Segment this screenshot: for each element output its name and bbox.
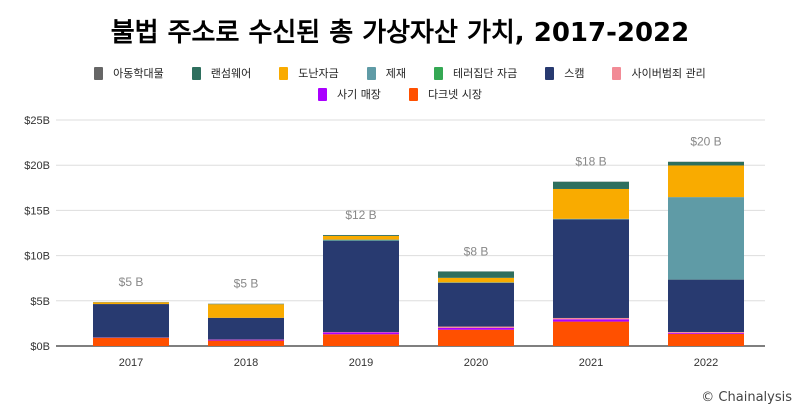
bar-segment <box>323 235 399 240</box>
legend-item: 사기 매장 <box>317 86 381 102</box>
x-tick-label: 2020 <box>464 357 488 369</box>
bar-segment <box>553 321 629 346</box>
y-tick-label: $10B <box>24 251 50 263</box>
bar-segment <box>93 337 169 346</box>
legend-swatch <box>408 87 418 101</box>
legend-item: 사이버범죄 관리 <box>612 65 706 81</box>
bar-segment <box>668 333 744 346</box>
bar-segment <box>323 235 399 236</box>
legend-label: 테러집단 자금 <box>453 67 518 80</box>
bar-segment <box>438 271 514 278</box>
bar-segment <box>668 331 744 333</box>
bar-segment <box>438 326 514 328</box>
legend-label: 도난자금 <box>298 67 339 80</box>
bar-segment <box>323 332 399 335</box>
bar-segment <box>323 240 399 332</box>
bar-segment <box>93 302 169 305</box>
legend-swatch <box>317 87 327 101</box>
bar-segment <box>438 327 514 330</box>
legend-row-1: 아동학대물 랜섬웨어 도난자금 제재 테러집단 자금 스캠 사이버범죄 관리 <box>0 65 800 81</box>
total-label: $12 B <box>345 208 376 222</box>
bar-segment <box>668 332 744 334</box>
legend-swatch <box>545 66 555 80</box>
chart-title: 불법 주소로 수신된 총 가상자산 가치, 2017-2022 <box>110 18 690 48</box>
bar-segment <box>438 329 514 346</box>
legend-label: 사이버범죄 관리 <box>631 67 706 80</box>
x-tick-label: 2018 <box>234 357 258 369</box>
legend-item: 제재 <box>366 65 406 81</box>
legend-item: 도난자금 <box>279 65 339 81</box>
legend-label: 아동학대물 <box>113 67 164 80</box>
bar-segment <box>668 279 744 332</box>
y-tick-label: $15B <box>24 205 50 217</box>
bar-segment <box>208 339 284 341</box>
total-label: $18 B <box>575 155 606 169</box>
y-tick-label: $0B <box>30 341 50 353</box>
x-tick-label: 2019 <box>349 357 373 369</box>
x-tick-label: 2022 <box>694 357 718 369</box>
legend-row-2: 사기 매장 다크넷 시장 <box>0 86 800 102</box>
x-tick-label: 2017 <box>119 357 143 369</box>
bar-segment <box>553 188 629 219</box>
total-label: $5 B <box>234 277 259 291</box>
bar-segment <box>553 219 629 318</box>
y-tick-label: $25B <box>24 115 50 127</box>
total-label: $5 B <box>119 275 144 289</box>
legend-swatch <box>434 66 443 80</box>
bar-segment <box>438 277 514 283</box>
bar-segment <box>323 334 399 346</box>
bar-segment <box>208 304 284 318</box>
legend-label: 사기 매장 <box>336 88 381 101</box>
bar-segment <box>438 282 514 327</box>
legend-item: 스캠 <box>545 65 584 81</box>
bar-segment <box>668 165 744 198</box>
legend-swatch <box>366 66 376 80</box>
bar-segment <box>208 340 284 346</box>
bar-segment <box>93 304 169 338</box>
legend-swatch <box>191 66 201 80</box>
bar-segment <box>208 317 284 340</box>
legend-label: 다크넷 시장 <box>427 88 483 101</box>
legend-label: 스캠 <box>564 67 585 80</box>
x-tick-label: 2021 <box>579 357 603 369</box>
legend-label: 랜섬웨어 <box>210 67 252 80</box>
bar-segment <box>668 197 744 280</box>
legend-swatch <box>279 66 289 80</box>
bar-segment <box>668 161 744 166</box>
bar-segment <box>553 319 629 322</box>
total-label: $20 B <box>690 135 721 149</box>
legend-item: 다크넷 시장 <box>408 86 483 102</box>
chainalysis-logo: © Chainalysis <box>701 390 792 405</box>
y-tick-label: $5B <box>30 296 50 308</box>
legend-item: 테러집단 자금 <box>434 65 517 81</box>
legend-swatch <box>612 66 622 80</box>
y-tick-label: $20B <box>24 160 50 172</box>
legend-item: 아동학대물 <box>94 65 164 81</box>
bar-segment <box>323 239 399 241</box>
legend-label: 제재 <box>385 67 406 80</box>
legend-swatch <box>94 66 104 80</box>
total-label: $8 B <box>464 244 489 258</box>
legend-item: 랜섬웨어 <box>191 65 252 81</box>
bar-segment <box>553 181 629 189</box>
bar-segment <box>553 317 629 320</box>
